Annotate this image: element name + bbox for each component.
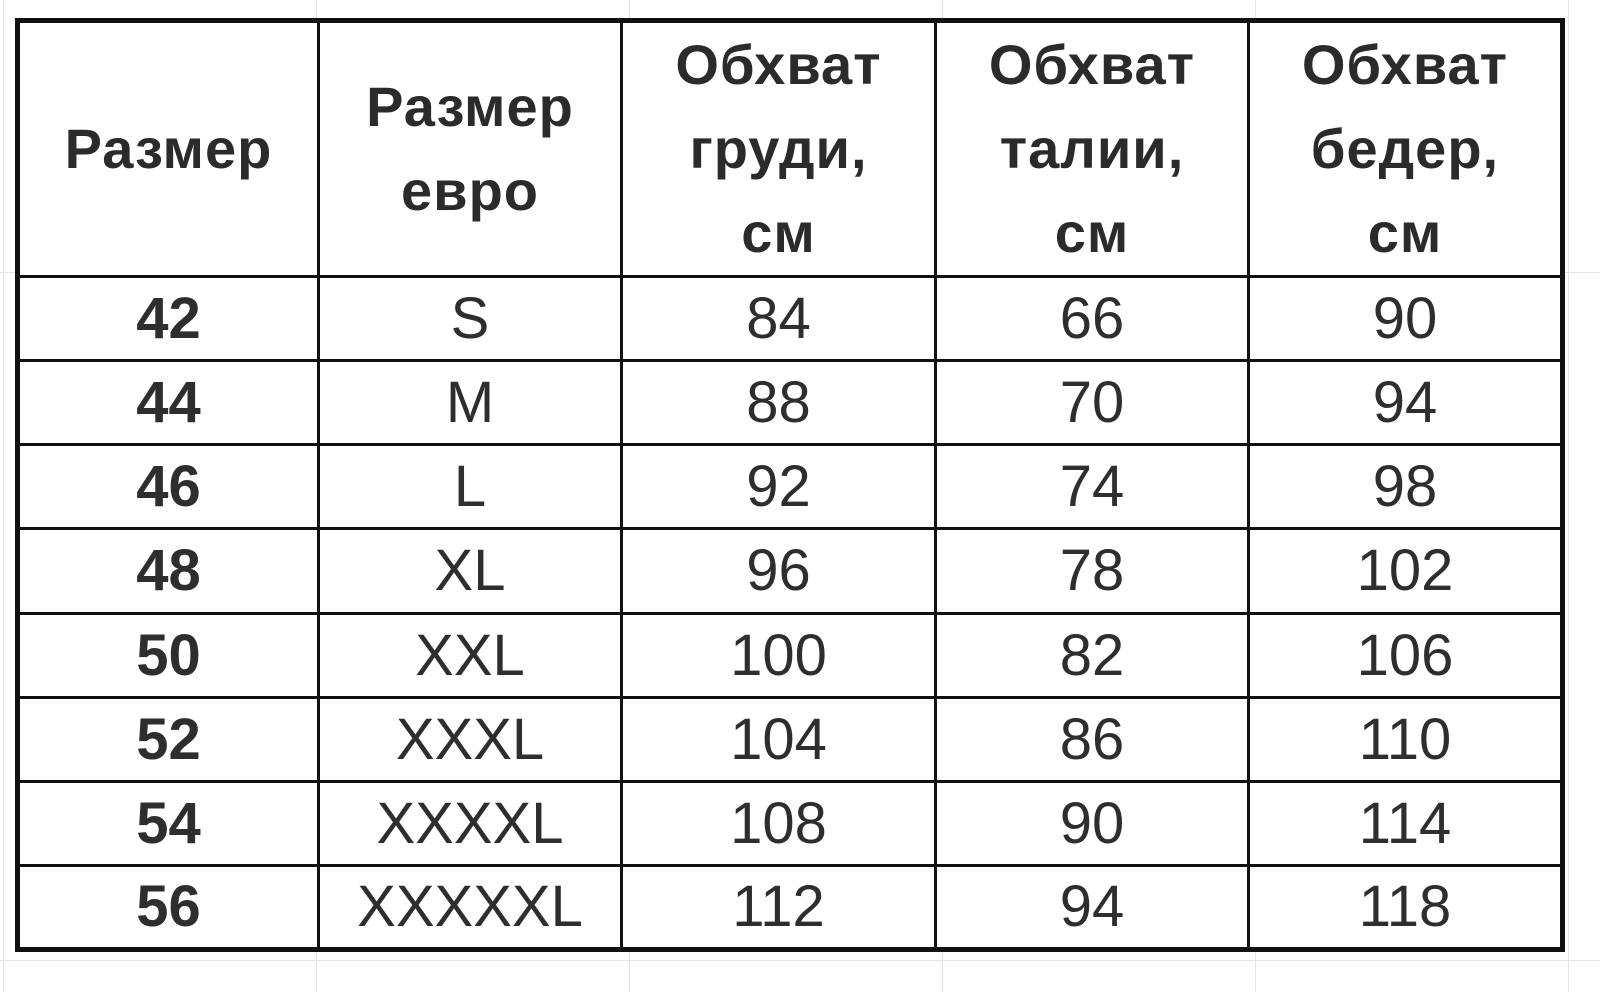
cell-chest: 84	[620, 274, 937, 363]
header-chest: Обхват груди, см	[620, 19, 937, 278]
header-eu-size: Размер евро	[317, 19, 623, 278]
cell-hips: 94	[1247, 359, 1564, 447]
cell-chest: 108	[620, 779, 937, 867]
cell-waist: 94	[934, 863, 1250, 952]
table-row: 54 XXXXL 108 90 114	[16, 779, 1564, 867]
table-row: 44 M 88 70 94	[16, 359, 1564, 447]
cell-hips: 114	[1247, 779, 1564, 867]
cell-waist: 74	[934, 443, 1250, 531]
cell-hips: 90	[1247, 274, 1564, 363]
cell-hips: 110	[1247, 695, 1564, 783]
cell-chest: 104	[620, 695, 937, 783]
cell-chest: 112	[620, 863, 937, 952]
cell-eu-size: S	[317, 274, 623, 363]
header-line: бедер,	[1310, 117, 1500, 180]
cell-hips: 106	[1247, 611, 1564, 699]
table-row: 48 XL 96 78 102	[16, 527, 1564, 615]
cell-size: 46	[16, 443, 320, 531]
cell-eu-size: XXXXXL	[317, 863, 623, 952]
header-line: см	[741, 201, 816, 264]
cell-chest: 100	[620, 611, 937, 699]
cell-waist: 70	[934, 359, 1250, 447]
cell-eu-size: XXXL	[317, 695, 623, 783]
cell-chest: 88	[620, 359, 937, 447]
cell-eu-size: XXL	[317, 611, 623, 699]
cell-size: 42	[16, 274, 320, 363]
header-line: Обхват	[988, 33, 1196, 96]
size-chart-table: Размер Размер евро Обхват груди, см Обхват тали…	[15, 18, 1565, 952]
header-line: груди,	[689, 117, 868, 180]
cell-chest: 92	[620, 443, 937, 531]
cell-waist: 90	[934, 779, 1250, 867]
cell-size: 50	[16, 611, 320, 699]
cell-eu-size: XXXXL	[317, 779, 623, 867]
header-line: Размер	[64, 117, 273, 180]
cell-waist: 78	[934, 527, 1250, 615]
cell-size: 54	[16, 779, 320, 867]
header-hips: Обхват бедер, см	[1247, 19, 1564, 278]
header-line: см	[1367, 201, 1443, 264]
table-row: 52 XXXL 104 86 110	[16, 695, 1564, 783]
cell-eu-size: M	[317, 359, 623, 447]
header-line: см	[1054, 201, 1130, 264]
table-row: 42 S 84 66 90	[16, 274, 1564, 363]
table-row: 56 XXXXXL 112 94 118	[16, 863, 1564, 952]
cell-waist: 66	[934, 274, 1250, 363]
cell-hips: 98	[1247, 443, 1564, 531]
header-line: евро	[401, 159, 539, 222]
cell-size: 52	[16, 695, 320, 783]
gridline	[0, 960, 1600, 961]
table-row: 50 XXL 100 82 106	[16, 611, 1564, 699]
cell-size: 44	[16, 359, 320, 447]
cell-chest: 96	[620, 527, 937, 615]
cell-size: 48	[16, 527, 320, 615]
header-line: Размер	[366, 75, 574, 138]
cell-hips: 102	[1247, 527, 1564, 615]
cell-waist: 82	[934, 611, 1250, 699]
cell-hips: 118	[1247, 863, 1564, 952]
cell-eu-size: XL	[317, 527, 623, 615]
header-line: Обхват	[675, 33, 882, 96]
cell-eu-size: L	[317, 443, 623, 531]
table-row: 46 L 92 74 98	[16, 443, 1564, 531]
header-size: Размер	[16, 19, 320, 278]
cell-waist: 86	[934, 695, 1250, 783]
header-row: Размер Размер евро Обхват груди, см Обхват тали…	[16, 19, 1564, 278]
header-line: талии,	[999, 117, 1185, 180]
header-line: Обхват	[1301, 33, 1509, 96]
header-waist: Обхват талии, см	[934, 19, 1250, 278]
cell-size: 56	[16, 863, 320, 952]
